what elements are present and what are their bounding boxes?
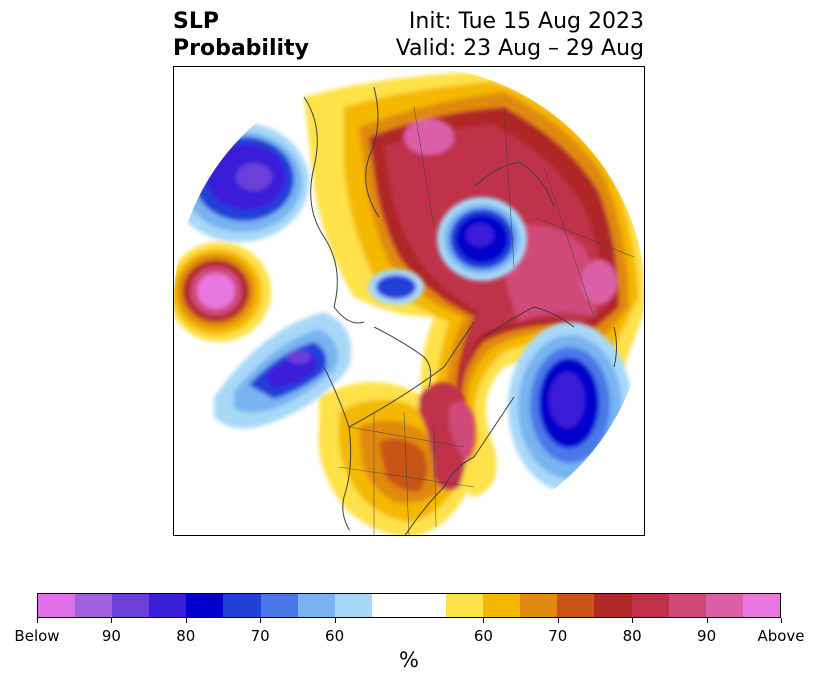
- map-title-dates: Init: Tue 15 Aug 2023 Valid: 23 Aug – 29…: [396, 8, 644, 62]
- colorbar-tick-label: 80: [622, 627, 642, 645]
- colorbar: [37, 593, 781, 618]
- colorbar-tickmark: [37, 618, 38, 623]
- colorbar-unit: %: [399, 648, 419, 672]
- polar-map: [173, 66, 645, 536]
- colorbar-tick-label: Below: [14, 627, 60, 645]
- map-title-variable: SLP Probability: [173, 8, 309, 62]
- colorbar-tickmark: [185, 618, 187, 623]
- colorbar-tick-label: 90: [697, 627, 717, 645]
- borders: [338, 106, 635, 535]
- colorbar-segment: [371, 594, 447, 617]
- above-normal-region-eurasia: [304, 72, 644, 497]
- colorbar-tickmark: [632, 618, 634, 623]
- below-normal-region-atlantic: [508, 322, 632, 492]
- colorbar-tick-label: 70: [250, 627, 270, 645]
- colorbar-segment: [297, 594, 335, 617]
- colorbar-tickmark: [706, 618, 708, 623]
- colorbar-segment: [594, 594, 632, 617]
- probability-fields: [174, 67, 644, 535]
- map-canvas: [174, 67, 644, 535]
- init-date: Init: Tue 15 Aug 2023: [408, 9, 644, 34]
- colorbar-tick-label: Above: [757, 627, 805, 645]
- colorbar-tick-label: 90: [101, 627, 121, 645]
- below-normal-region-pacific-west: [174, 122, 309, 242]
- above-normal-region-bering: [174, 242, 271, 342]
- colorbar-segment: [38, 594, 76, 617]
- colorbar-segment: [149, 594, 187, 617]
- colorbar-segment: [186, 594, 224, 617]
- colorbar-segment: [112, 594, 150, 617]
- colorbar-tickmark: [483, 618, 485, 623]
- colorbar-tickmark: [111, 618, 113, 623]
- colorbar-tick-label: 80: [176, 627, 196, 645]
- colorbar-tickmark: [781, 618, 782, 623]
- colorbar-segment: [742, 594, 780, 617]
- colorbar-segment: [520, 594, 558, 617]
- title-kind: Probability: [173, 36, 309, 61]
- colorbar-segment: [75, 594, 113, 617]
- colorbar-segment: [705, 594, 743, 617]
- colorbar-tickmark: [334, 618, 336, 623]
- colorbar-segment: [631, 594, 669, 617]
- colorbar-segment: [483, 594, 521, 617]
- colorbar-segment: [223, 594, 261, 617]
- colorbar-tick-label: 60: [325, 627, 345, 645]
- colorbar-segment: [557, 594, 595, 617]
- colorbar-tick-label: 70: [548, 627, 568, 645]
- valid-range: Valid: 23 Aug – 29 Aug: [395, 36, 644, 61]
- colorbar-segment: [334, 594, 372, 617]
- colorbar-tickmark: [557, 618, 559, 623]
- colorbar-segment: [668, 594, 706, 617]
- colorbar-tickmark: [260, 618, 262, 623]
- colorbar-tick-label: 60: [473, 627, 493, 645]
- title-variable: SLP: [173, 9, 219, 34]
- colorbar-segment: [260, 594, 298, 617]
- below-normal-region-pacific-east: [214, 312, 352, 429]
- below-normal-region-arctic: [368, 197, 527, 305]
- colorbar-segment: [446, 594, 484, 617]
